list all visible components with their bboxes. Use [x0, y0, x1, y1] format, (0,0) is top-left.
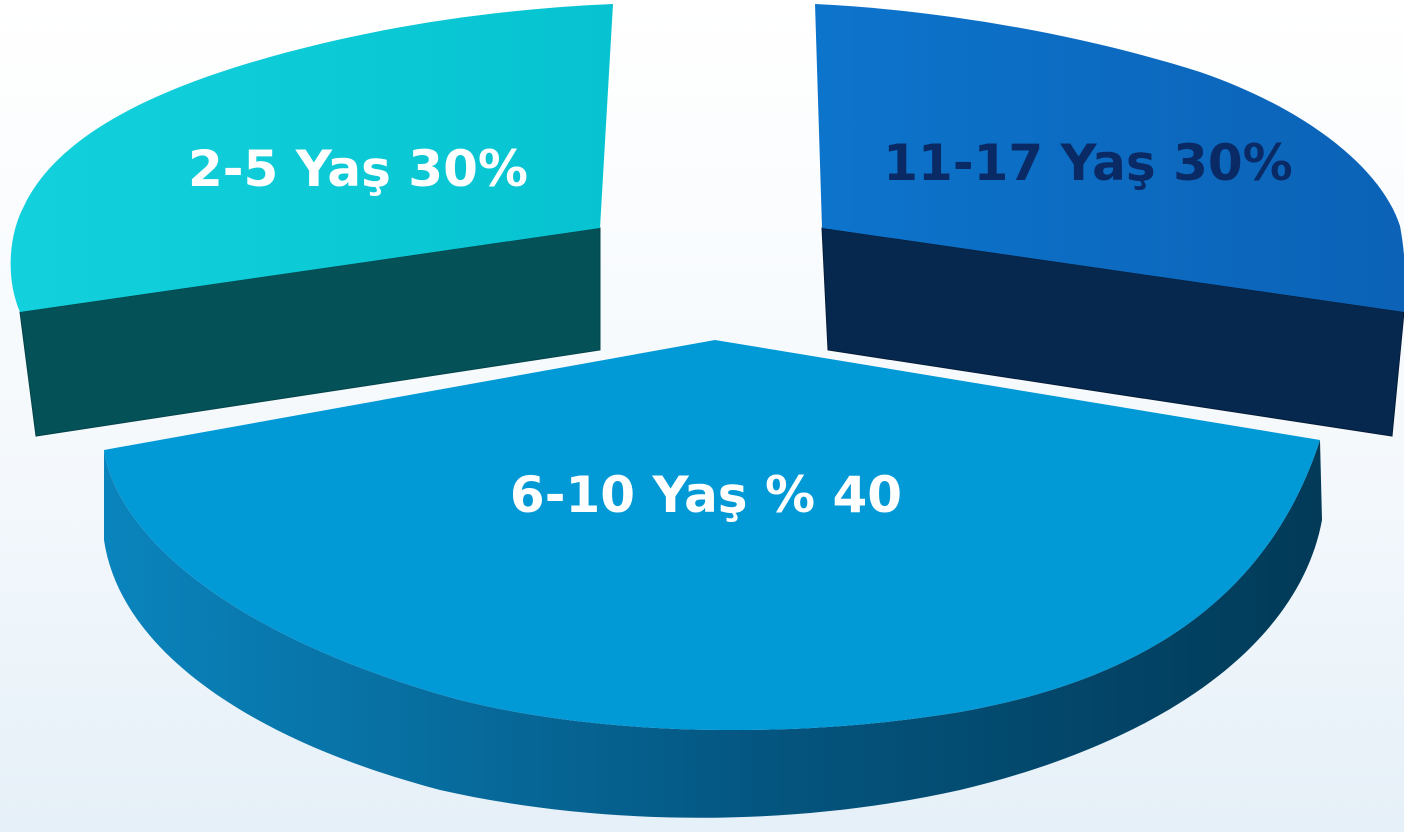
- pie-slice-11-17: 2-5 Yaş 30%: [10, 4, 613, 437]
- pie-slice-6-10-side: [104, 440, 1322, 818]
- pie-slice-2-5-top: [815, 4, 1404, 312]
- pie-slice-11-17-top: [10, 4, 613, 312]
- pie-label-2-5: 11-17 Yaş 30%: [883, 134, 1293, 192]
- pie-label-6-10: 6-10 Yaş % 40: [510, 466, 902, 524]
- pie-slice-6-10: 6-10 Yaş % 40: [104, 340, 1322, 818]
- pie-slice-6-10-top: [104, 340, 1320, 731]
- pie-slice-2-5: 11-17 Yaş 30%: [815, 4, 1404, 437]
- pie-label-11-17: 2-5 Yaş 30%: [188, 140, 528, 198]
